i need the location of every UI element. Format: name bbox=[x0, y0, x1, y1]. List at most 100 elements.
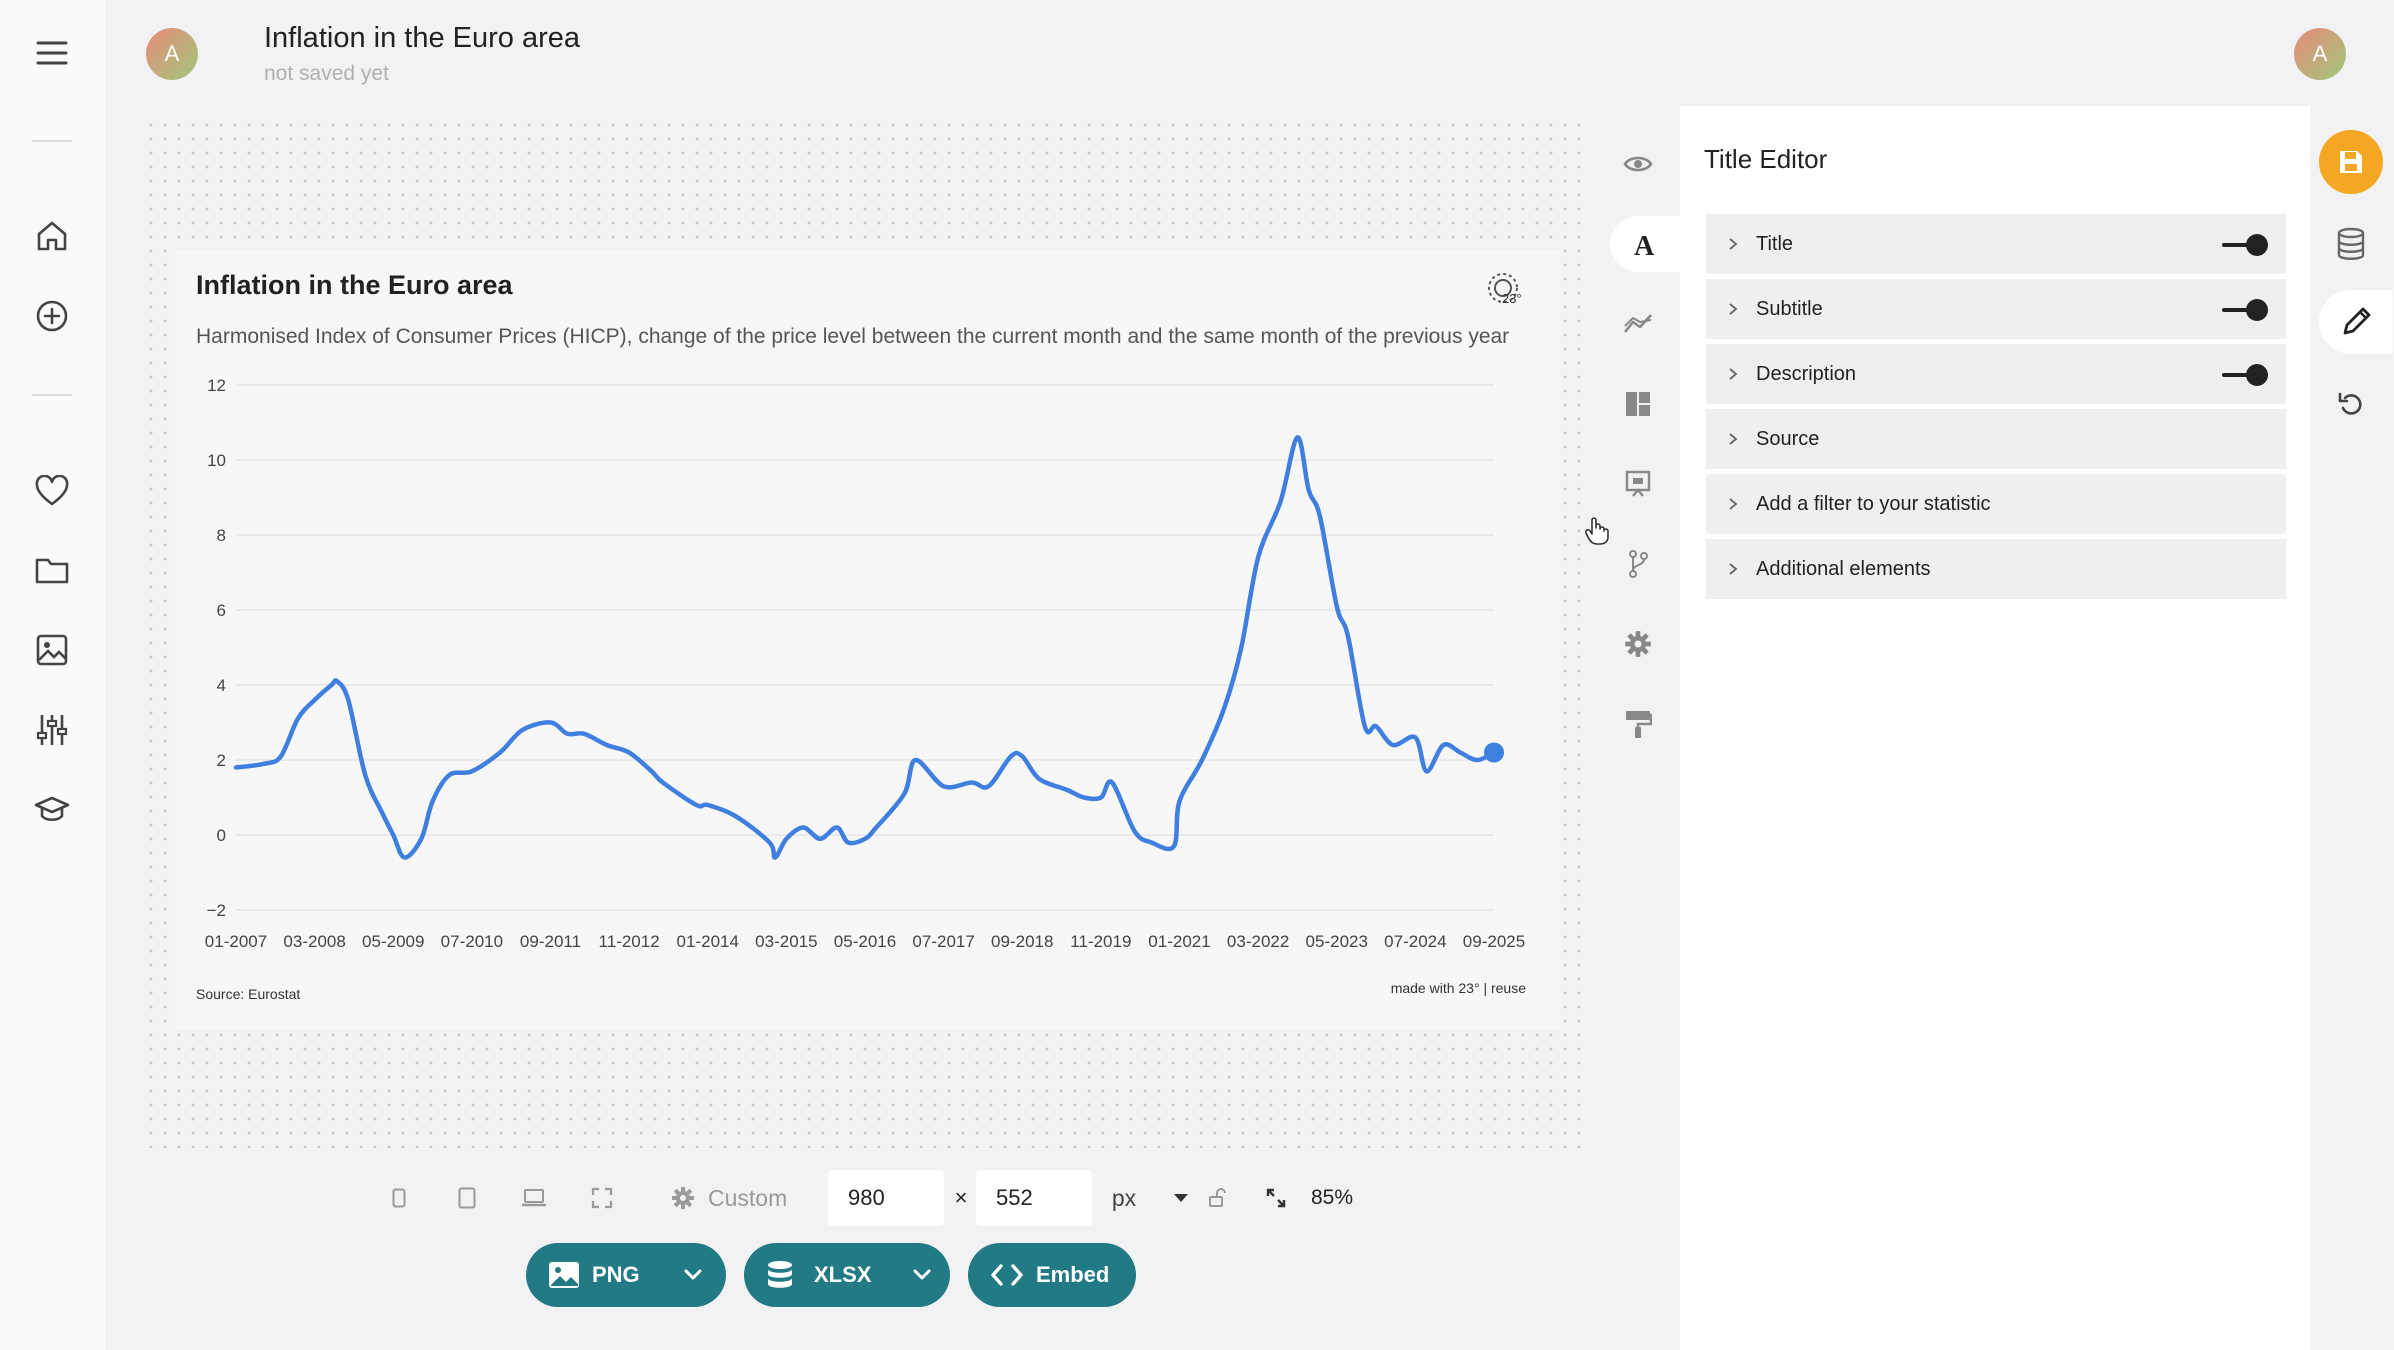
line-chart: −2 0 2 4 6 8 10 12 01-2007 03-2008 05-2009 07-2010… bbox=[205, 376, 1525, 951]
accordion-title[interactable]: Title bbox=[1706, 214, 2286, 276]
x-tick-label: 03-2015 bbox=[755, 932, 817, 951]
unit-label[interactable]: px bbox=[1111, 1184, 1137, 1211]
width-input[interactable]: 980 bbox=[828, 1170, 944, 1226]
x-tick-label: 05-2009 bbox=[362, 932, 424, 951]
save-status: not saved yet bbox=[264, 62, 389, 85]
user-avatar[interactable]: A bbox=[2294, 28, 2346, 80]
fit-screen-icon[interactable] bbox=[1262, 1170, 1290, 1226]
image-icon[interactable] bbox=[28, 626, 76, 674]
subtitle-toggle[interactable] bbox=[2222, 299, 2268, 321]
chart-source: Source: Eurostat bbox=[196, 986, 301, 1002]
chart-grid bbox=[236, 384, 1494, 911]
home-icon[interactable] bbox=[28, 212, 76, 260]
x-tick-label: 01-2014 bbox=[677, 932, 739, 951]
line-chart-icon[interactable] bbox=[1610, 296, 1666, 352]
x-tick-label: 03-2008 bbox=[283, 932, 345, 951]
accordion-description[interactable]: Description bbox=[1706, 344, 2286, 406]
annotation-icon[interactable] bbox=[1610, 456, 1666, 512]
png-label: PNG bbox=[592, 1262, 640, 1287]
x-tick-label: 09-2018 bbox=[991, 932, 1053, 951]
floppy-disk-icon bbox=[2340, 151, 2362, 173]
chevron-right-icon bbox=[1728, 237, 1744, 251]
chevron-right-icon bbox=[1728, 497, 1744, 511]
image-icon bbox=[548, 1261, 580, 1289]
accordion-label: Title bbox=[1756, 232, 1794, 255]
last-data-point bbox=[1484, 742, 1504, 763]
y-tick-label: −2 bbox=[207, 901, 226, 920]
right-sidebar bbox=[2312, 0, 2394, 1350]
database-icon[interactable] bbox=[2319, 212, 2383, 276]
y-tick-label: 2 bbox=[217, 751, 226, 770]
avatar[interactable]: A bbox=[146, 28, 198, 80]
x-tick-label: 01-2007 bbox=[205, 932, 267, 951]
tablet-icon[interactable] bbox=[450, 1170, 484, 1226]
layout-icon[interactable] bbox=[1610, 376, 1666, 432]
xlsx-export-button[interactable]: XLSX bbox=[744, 1243, 950, 1307]
save-button[interactable] bbox=[2319, 130, 2383, 194]
accordion-label: Subtitle bbox=[1756, 297, 1823, 320]
x-tick-label: 11-2019 bbox=[1070, 932, 1131, 951]
y-tick-label: 10 bbox=[207, 451, 226, 470]
x-tick-label: 09-2025 bbox=[1463, 932, 1525, 951]
accordion-source[interactable]: Source bbox=[1706, 409, 2286, 471]
x-tick-label: 11-2012 bbox=[599, 932, 660, 951]
logo-23-degrees-icon: 23° bbox=[1486, 268, 1526, 308]
gear-icon[interactable] bbox=[666, 1170, 700, 1226]
branch-icon[interactable] bbox=[1610, 536, 1666, 592]
title-editor-icon[interactable]: A bbox=[1610, 216, 1680, 272]
x-axis-ticks: 01-2007 03-2008 05-2009 07-2010 09-2011 11-20… bbox=[205, 932, 1525, 951]
zoom-level: 85% bbox=[1310, 1186, 1354, 1209]
x-tick-label: 05-2016 bbox=[834, 932, 896, 951]
folder-icon[interactable] bbox=[28, 546, 76, 594]
xlsx-label: XLSX bbox=[814, 1262, 872, 1287]
chevron-down-icon[interactable] bbox=[684, 1269, 702, 1281]
phone-icon[interactable] bbox=[384, 1170, 414, 1226]
embed-label: Embed bbox=[1036, 1262, 1110, 1287]
png-export-button[interactable]: PNG bbox=[526, 1243, 726, 1307]
fullscreen-icon[interactable] bbox=[584, 1170, 620, 1226]
y-axis-ticks: −2 0 2 4 6 8 10 12 bbox=[207, 376, 226, 920]
heart-icon[interactable] bbox=[28, 467, 76, 515]
paint-roller-icon[interactable] bbox=[1610, 696, 1666, 752]
x-tick-label: 05-2023 bbox=[1306, 932, 1368, 951]
description-toggle[interactable] bbox=[2222, 364, 2268, 386]
x-tick-label: 07-2024 bbox=[1384, 932, 1446, 951]
chevron-right-icon bbox=[1728, 432, 1744, 446]
pencil-edit-icon[interactable] bbox=[2319, 290, 2393, 354]
accordion-subtitle[interactable]: Subtitle bbox=[1706, 279, 2286, 341]
x-tick-label: 07-2010 bbox=[441, 932, 503, 951]
accordion-filter[interactable]: Add a filter to your statistic bbox=[1706, 474, 2286, 536]
sidebar-divider bbox=[32, 394, 72, 396]
svg-text:23°: 23° bbox=[1502, 291, 1522, 306]
add-circle-icon[interactable] bbox=[28, 292, 76, 340]
accordion-label: Additional elements bbox=[1756, 557, 1931, 580]
editor-title: Title Editor bbox=[1704, 144, 1828, 174]
series-line bbox=[233, 435, 1497, 860]
database-icon bbox=[766, 1260, 794, 1290]
height-input[interactable]: 552 bbox=[976, 1170, 1092, 1226]
svg-text:A: A bbox=[1634, 231, 1655, 258]
embed-button[interactable]: Embed bbox=[968, 1243, 1136, 1307]
y-tick-label: 4 bbox=[217, 676, 226, 695]
title-toggle[interactable] bbox=[2222, 234, 2268, 256]
size-preset-label[interactable]: Custom bbox=[708, 1184, 788, 1211]
laptop-icon[interactable] bbox=[516, 1170, 552, 1226]
x-tick-label: 03-2022 bbox=[1227, 932, 1289, 951]
graduation-cap-icon[interactable] bbox=[28, 786, 76, 834]
y-tick-label: 6 bbox=[217, 601, 226, 620]
accordion-label: Add a filter to your statistic bbox=[1756, 492, 1991, 515]
left-sidebar bbox=[0, 0, 105, 1350]
undo-icon[interactable] bbox=[2319, 372, 2383, 436]
sidebar-divider bbox=[32, 140, 72, 142]
sliders-icon[interactable] bbox=[28, 706, 76, 754]
unit-dropdown-icon[interactable] bbox=[1168, 1170, 1194, 1226]
menu-icon[interactable] bbox=[28, 29, 76, 77]
chart-credit[interactable]: made with 23° | reuse bbox=[1390, 980, 1526, 996]
unlock-icon[interactable] bbox=[1204, 1170, 1230, 1226]
accordion-additional-elements[interactable]: Additional elements bbox=[1706, 539, 2286, 601]
y-tick-label: 0 bbox=[217, 826, 226, 845]
settings-gear-icon[interactable] bbox=[1610, 616, 1666, 672]
preview-eye-icon[interactable] bbox=[1610, 136, 1666, 192]
y-tick-label: 12 bbox=[207, 376, 226, 395]
chevron-down-icon[interactable] bbox=[913, 1269, 931, 1281]
